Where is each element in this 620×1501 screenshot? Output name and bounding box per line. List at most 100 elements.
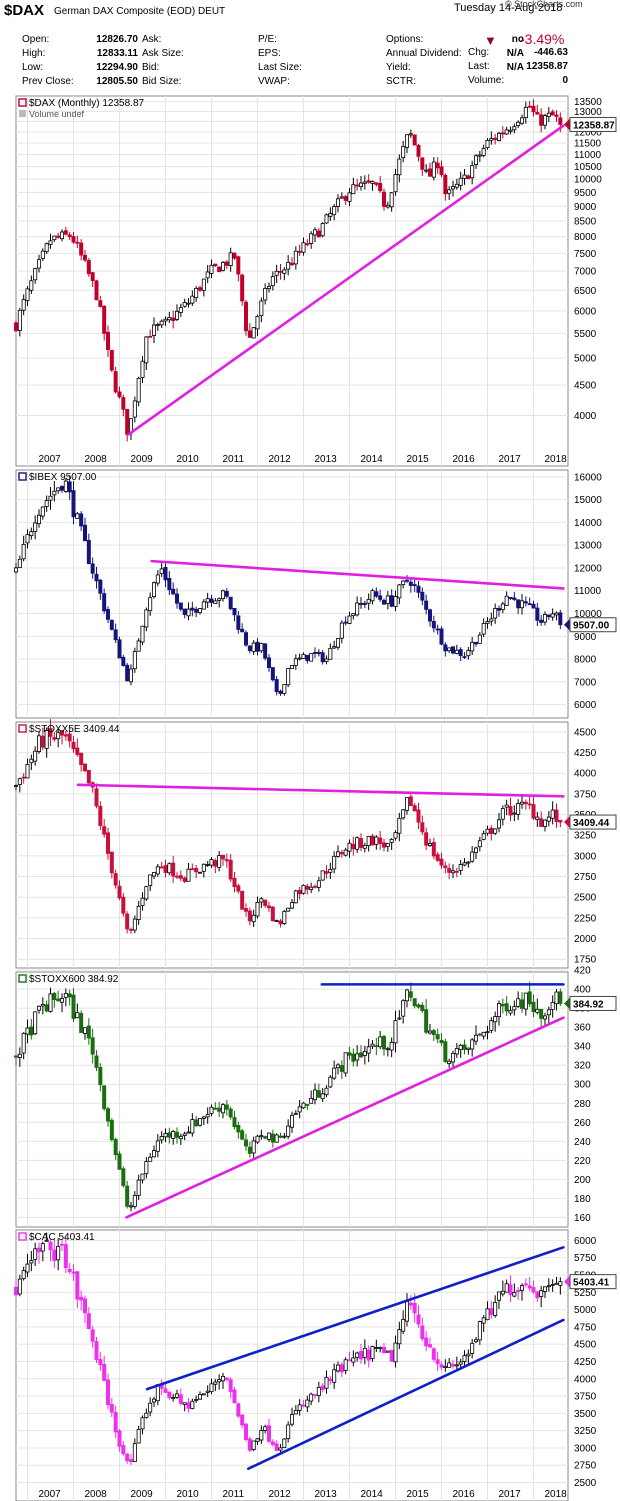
last-value: 12358.87 [526, 61, 568, 72]
quote-label: High: [22, 47, 46, 59]
candle-body [102, 1363, 107, 1381]
y-tick-label: 15000 [574, 495, 602, 506]
candle-body [67, 733, 72, 742]
candle-body [48, 1241, 53, 1251]
candle-body [408, 796, 413, 807]
candle-body [117, 1153, 122, 1170]
candle-body [355, 602, 360, 616]
candle-body [309, 886, 314, 890]
legend-swatch [18, 974, 27, 983]
candle-body [236, 256, 241, 275]
candle-body [431, 1348, 436, 1360]
candle-body [424, 1337, 429, 1347]
candle-body [224, 1377, 229, 1380]
candle-body [412, 1302, 417, 1314]
quote-row: Prev Close: 12805.50 Bid Size: VWAP: SCTR: [20, 74, 526, 88]
candle-body [209, 598, 214, 603]
candle-body [52, 1249, 57, 1262]
candle-body [462, 1044, 467, 1050]
candle-body [397, 158, 402, 176]
candle-body [397, 1329, 402, 1345]
candle-body [228, 859, 233, 880]
candle-body [543, 115, 548, 126]
candle-body [335, 638, 340, 648]
candle-body [94, 573, 99, 582]
last-price-box [569, 814, 617, 830]
candle-body [232, 252, 237, 259]
candle-body [362, 844, 367, 849]
candle-body [339, 1364, 344, 1373]
candle-body [393, 1020, 398, 1044]
y-tick-label: 300 [574, 1080, 591, 1091]
candle-body [94, 1055, 99, 1068]
candle-body [155, 324, 160, 326]
candle-body [477, 1033, 482, 1036]
candle-body [13, 1286, 18, 1296]
candle-body [209, 1383, 214, 1393]
candle-body [21, 299, 26, 311]
candle-body [121, 397, 126, 410]
candle-body [439, 166, 444, 176]
candle-body [98, 300, 103, 307]
candle-body [259, 300, 264, 316]
quote-label: Options: [386, 33, 424, 45]
candle-body [520, 117, 525, 124]
candle-body [201, 1116, 206, 1119]
candle-body [443, 1365, 448, 1368]
y-tick-label: 4250 [574, 748, 597, 759]
candle-body [44, 500, 49, 507]
candle-body [404, 134, 409, 148]
candle-body [220, 590, 225, 600]
candle-body [493, 828, 498, 834]
candle-body [316, 230, 321, 238]
candle-body [128, 1205, 133, 1208]
candle-body [278, 1135, 283, 1138]
trendline [125, 1016, 565, 1219]
candle-body [167, 1391, 172, 1398]
y-tick-label: 7000 [574, 677, 597, 688]
candle-body [508, 806, 513, 816]
candle-body [209, 859, 214, 866]
candle-body [270, 906, 275, 922]
candle-body [320, 1093, 325, 1100]
y-tick-label: 3750 [574, 1392, 597, 1403]
candle-body [470, 851, 475, 862]
candle-body [117, 1430, 122, 1447]
candle-body [174, 593, 179, 604]
candle-body [477, 1321, 482, 1341]
candle-body [535, 1008, 540, 1013]
candle-body [355, 1352, 360, 1358]
candle-body [550, 1284, 555, 1286]
candle-body [201, 278, 206, 291]
candle-body [171, 1130, 176, 1139]
candle-body [370, 590, 375, 602]
candle-body [332, 1067, 337, 1079]
candle-body [378, 1346, 383, 1349]
down-arrow-icon: ▼ [484, 33, 497, 48]
candle-body [473, 1034, 478, 1042]
candle-body [558, 1281, 563, 1286]
candle-body [496, 819, 501, 829]
candle-body [500, 808, 505, 820]
candle-body [286, 668, 291, 686]
candle-body [435, 162, 440, 169]
candle-body [109, 851, 114, 874]
candle-body [247, 1438, 252, 1451]
candle-body [213, 263, 218, 267]
candle-body [408, 133, 413, 136]
candle-body [286, 1424, 291, 1440]
candle-body [236, 1124, 241, 1133]
y-tick-label: 12000 [574, 128, 602, 139]
candle-body [21, 1270, 26, 1280]
candle-body [155, 1140, 160, 1152]
candle-body [546, 112, 551, 117]
candle-body [439, 858, 444, 866]
candle-body [316, 880, 321, 888]
candle-body [381, 191, 386, 207]
last-price-label: 12358.87 [573, 120, 615, 131]
candle-body [301, 654, 306, 659]
x-tick-label: 2018 [545, 454, 568, 465]
candle-body [543, 819, 548, 827]
chart-title: $CAC 5403.41 [29, 1232, 95, 1243]
candle-body [385, 595, 390, 604]
